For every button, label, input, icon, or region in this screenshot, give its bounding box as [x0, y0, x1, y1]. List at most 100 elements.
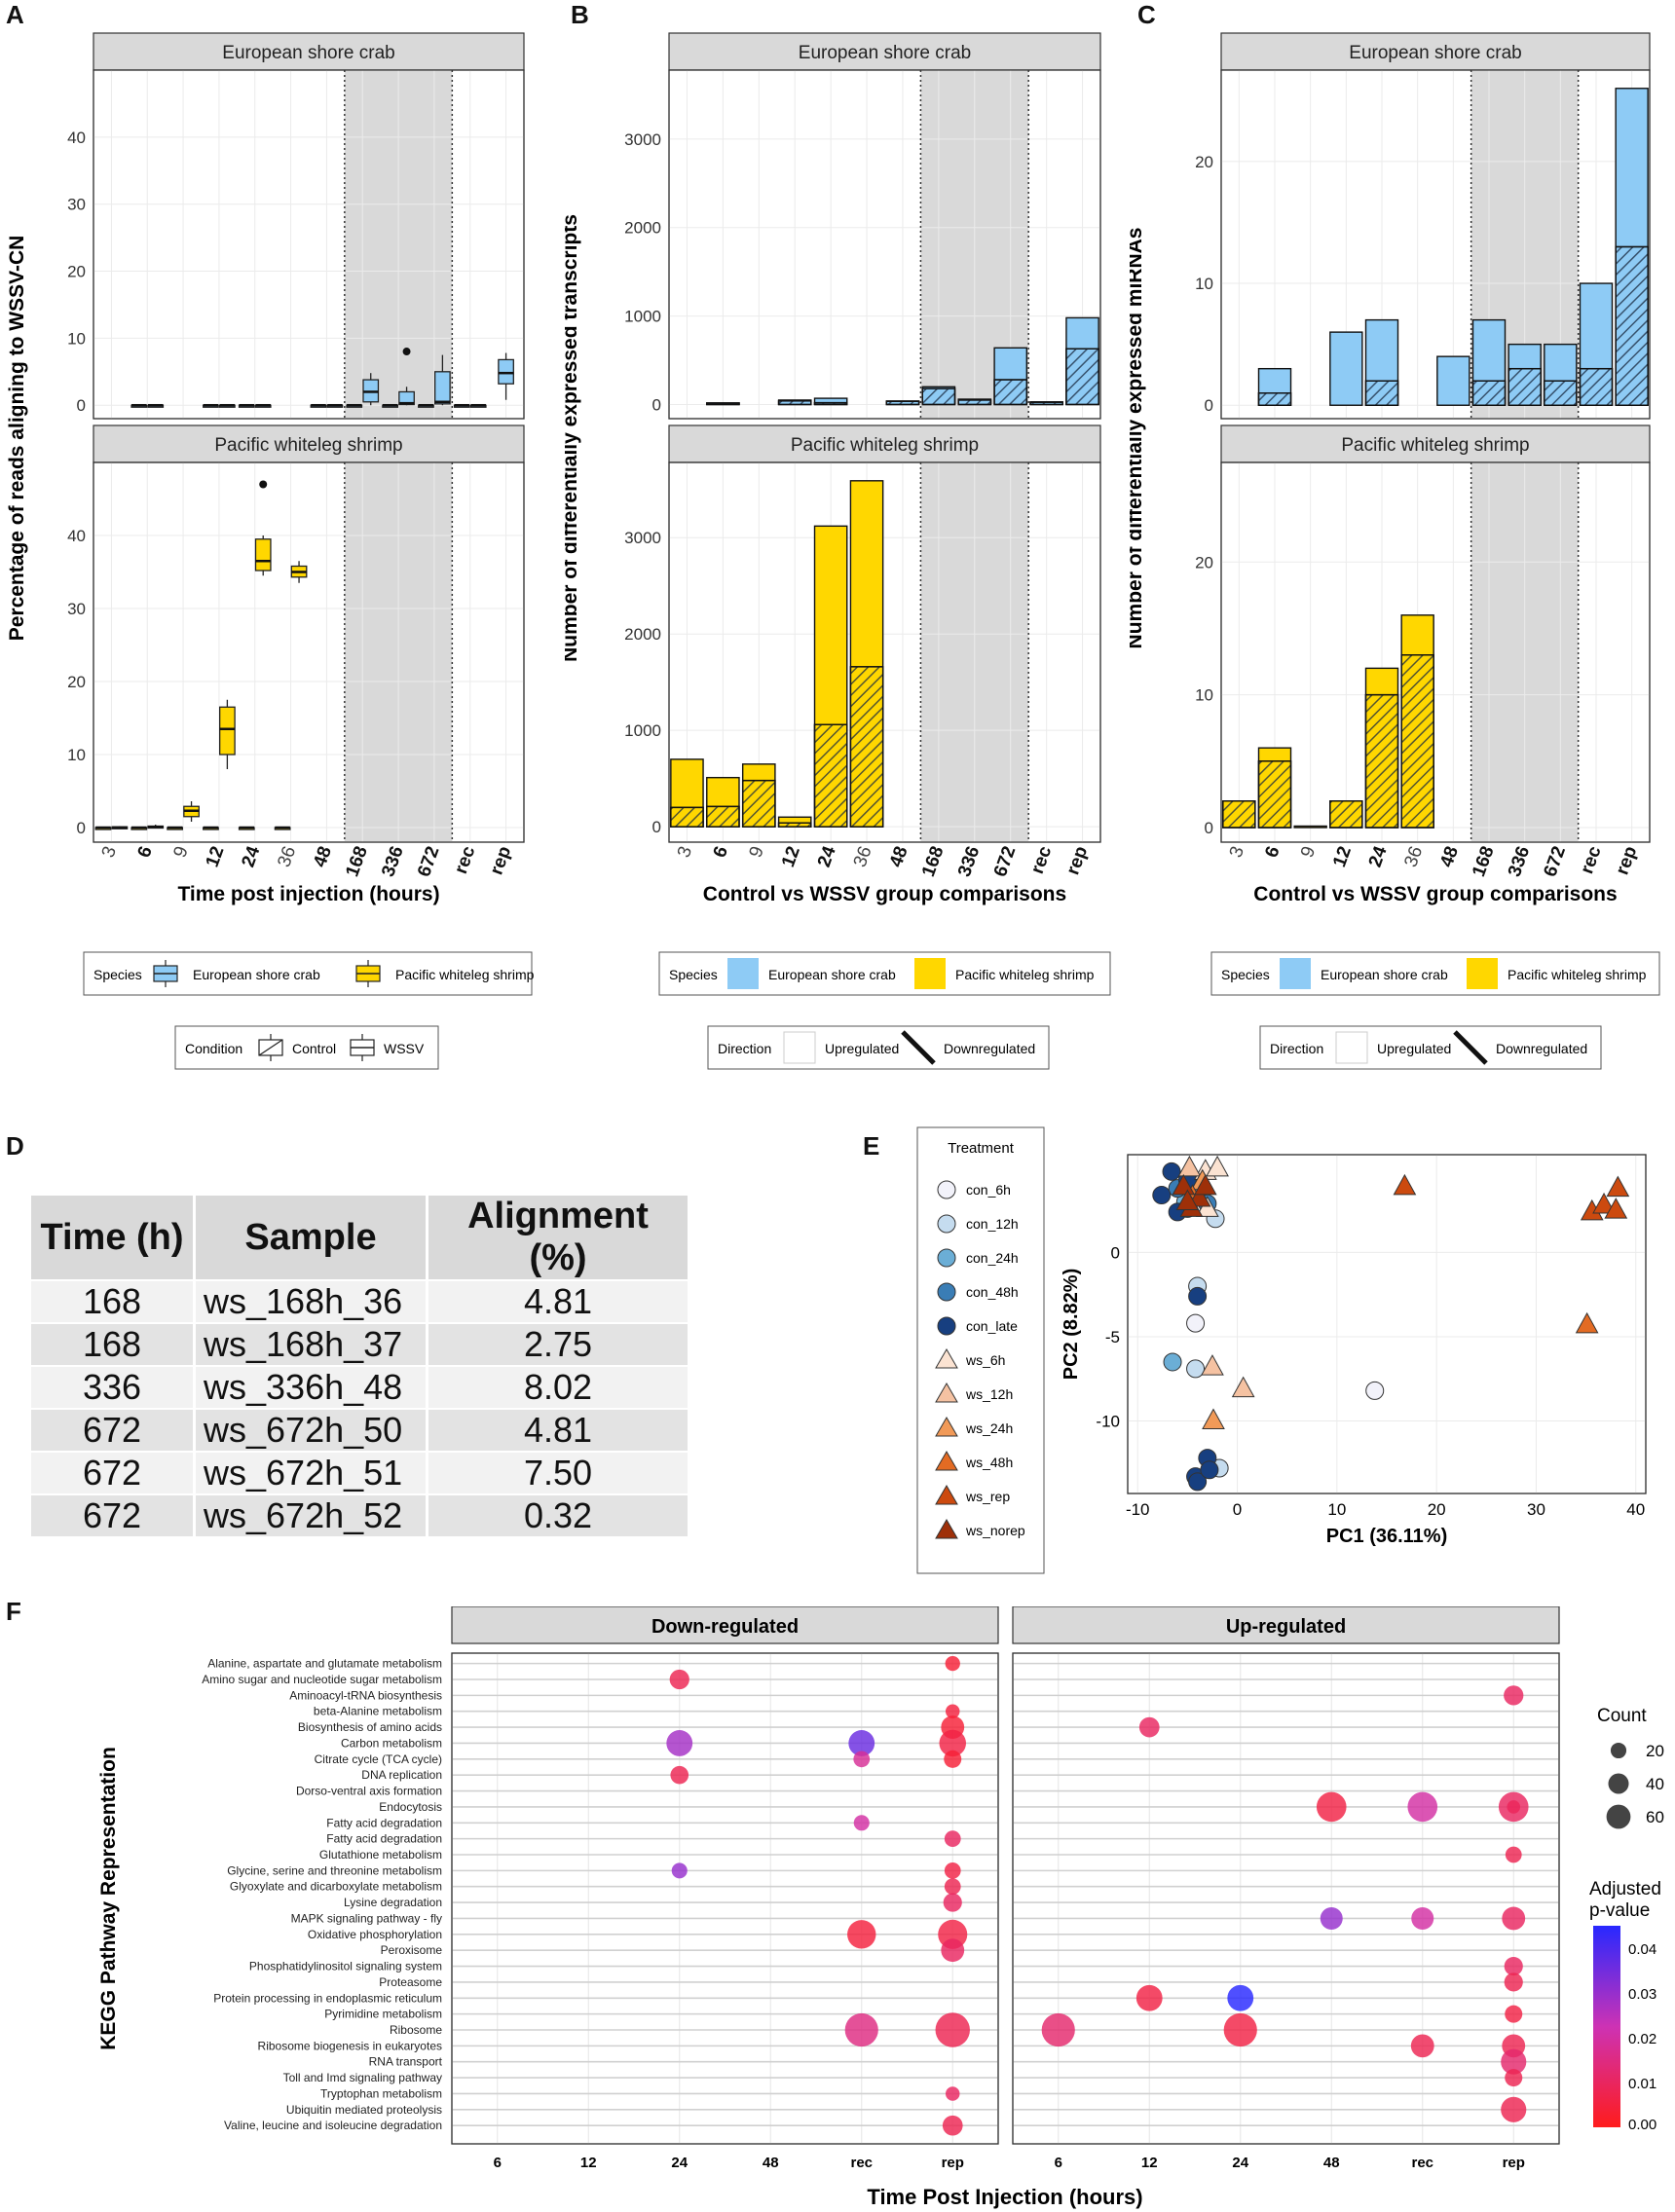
legend-label: 40 [1646, 1775, 1664, 1793]
pathway-label: Aminoacyl-tRNA biosynthesis [289, 1688, 442, 1702]
legend-label: Pacific whiteleg shrimp [395, 967, 535, 982]
table-cell: ws_672h_52 [194, 1493, 428, 1536]
bar-down-hatch [777, 822, 812, 828]
dot [944, 1862, 961, 1879]
point-ws_norep [1175, 1189, 1200, 1210]
x-tick-label: rep [942, 2155, 964, 2171]
box-control [310, 403, 327, 408]
x-tick-label: 48 [1323, 2155, 1340, 2171]
bar-down-hatch [1579, 367, 1614, 406]
pathway-label: Carbon metabolism [341, 1736, 442, 1750]
point-ws_rep [1606, 1175, 1630, 1198]
table-row: 168 ws_168h_36 4.81 [31, 1279, 690, 1323]
legend-size-key [1606, 1804, 1631, 1829]
x-axis-title: Control vs WSSV group comparisons [1253, 883, 1617, 905]
facet-title: Up-regulated [1226, 1616, 1346, 1638]
y-axis-title: PC2 (8.82%) [1061, 1269, 1082, 1381]
point-ws_rep [1393, 1173, 1417, 1196]
legend-box [174, 1025, 439, 1070]
plot-border [93, 69, 525, 420]
x-tick-label: 24 [814, 843, 840, 869]
table-cell: 2.75 [427, 1322, 690, 1366]
box-control [382, 403, 398, 408]
y-tick-label: 20 [67, 673, 86, 691]
pathway-label: Valine, leucine and isoleucine degradati… [224, 2119, 442, 2132]
box-body [434, 371, 451, 405]
x-axis-title: PC1 (36.11%) [1326, 1526, 1448, 1547]
facet-title: Pacific whiteleg shrimp [214, 435, 402, 456]
legend-key [937, 1248, 956, 1268]
pathway-label: Toll and Imd signaling pathway [283, 2071, 442, 2084]
box-control [274, 826, 291, 830]
box-control [130, 826, 148, 830]
y-tick-label: 10 [67, 746, 86, 764]
x-tick-label: 672 [990, 844, 1021, 880]
table-cell: 672 [31, 1408, 196, 1452]
legend-key [935, 1451, 958, 1471]
legend-key [937, 1180, 956, 1199]
plot-border [1220, 461, 1651, 843]
box-wssv [183, 801, 200, 822]
legend-condition: Condition Control WSSV [174, 1025, 439, 1070]
box-control [238, 826, 255, 830]
dot [1138, 1716, 1160, 1738]
pathway-label: Endocytosis [379, 1800, 442, 1814]
legend-size-key [1608, 1773, 1629, 1794]
bar-down-hatch [849, 666, 884, 828]
bar-down-hatch [1257, 392, 1292, 406]
point-ws_12h [1201, 1354, 1224, 1376]
facet-title: Pacific whiteleg shrimp [1341, 435, 1529, 456]
x-tick-label: 12 [203, 844, 229, 870]
y-tick-label: -10 [1096, 1413, 1120, 1431]
table-header-row: Time (h) Sample Alignment (%) [31, 1196, 690, 1280]
box-control [418, 403, 434, 408]
dot [1505, 1846, 1522, 1863]
legend-key [937, 1282, 956, 1302]
dot [935, 2012, 970, 2047]
legend-treatment: Treatment con_6h con_12h con_24h con_48h con_… [916, 1126, 1045, 1574]
point-ws_rep [1592, 1192, 1616, 1214]
pathway-label: Pyrimidine metabolism [324, 2008, 442, 2021]
box-wssv [219, 699, 236, 769]
pathway-label: Citrate cycle (TCA cycle) [315, 1752, 442, 1766]
legend-title: Species [93, 967, 142, 982]
legend-label: ws_6h [965, 1352, 1005, 1368]
x-tick-label: 336 [954, 844, 985, 880]
x-tick-label: rep [1062, 844, 1092, 878]
dot [670, 1765, 689, 1785]
y-axis-title: Number of differentially expressed miRNA… [1130, 228, 1146, 649]
point-con_late [1188, 1472, 1208, 1492]
y-tick-label: 2000 [624, 219, 661, 238]
bar-down-hatch [993, 379, 1028, 406]
x-tick-label: 24 [1365, 843, 1392, 869]
dot [1041, 2012, 1075, 2047]
plot-border [93, 461, 525, 843]
box-control [167, 826, 183, 830]
point-ws_norep [1193, 1173, 1217, 1196]
bar-down-hatch [1508, 367, 1542, 406]
legend-species: Species European shore crab Pacific whitel… [658, 951, 1111, 996]
table-cell: ws_336h_48 [194, 1365, 428, 1409]
legend-key-down-hatch [1453, 1030, 1488, 1065]
box-outlier [259, 480, 268, 489]
x-tick-label: 40 [1626, 1500, 1645, 1519]
facet-strip [1012, 1606, 1560, 1644]
pathway-label: Lysine degradation [344, 1896, 442, 1909]
bar-down-hatch [1615, 245, 1649, 406]
color-bar-label: 0.01 [1628, 2076, 1656, 2092]
bar-total [1329, 331, 1363, 406]
facet-1: Pacific whiteleg shrimp 0 1000 2000 3000 [624, 424, 1101, 843]
point-con_6h [1365, 1381, 1385, 1400]
y-tick-label: 3000 [624, 529, 661, 547]
box-wssv [219, 403, 236, 408]
dot [847, 1920, 876, 1949]
x-tick-label: 30 [1527, 1500, 1545, 1519]
dot [1505, 2069, 1523, 2087]
pathway-label: Biosynthesis of amino acids [298, 1720, 442, 1734]
x-axis-title: Control vs WSSV group comparisons [703, 883, 1066, 905]
legend-key [1280, 958, 1311, 989]
facet-0: Down-regulated 6 12 24 48 rec rep [451, 1606, 999, 2171]
box-control [346, 403, 363, 408]
y-tick-label: 0 [652, 818, 661, 836]
